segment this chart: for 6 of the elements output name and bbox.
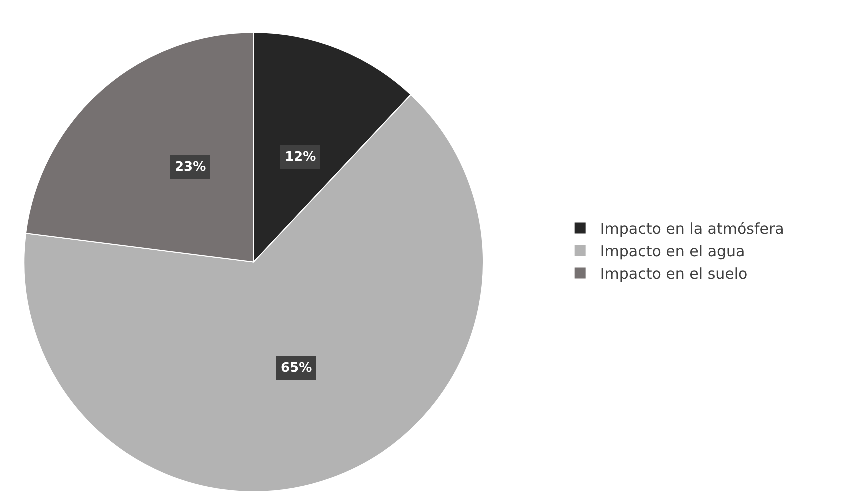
data-label: 65% <box>281 361 312 376</box>
legend-label: Impacto en el agua <box>600 242 746 261</box>
legend-label: Impacto en el suelo <box>600 265 748 284</box>
data-label: 12% <box>285 150 316 165</box>
legend-label: Impacto en la atmósfera <box>600 220 784 238</box>
data-label: 23% <box>175 160 206 175</box>
